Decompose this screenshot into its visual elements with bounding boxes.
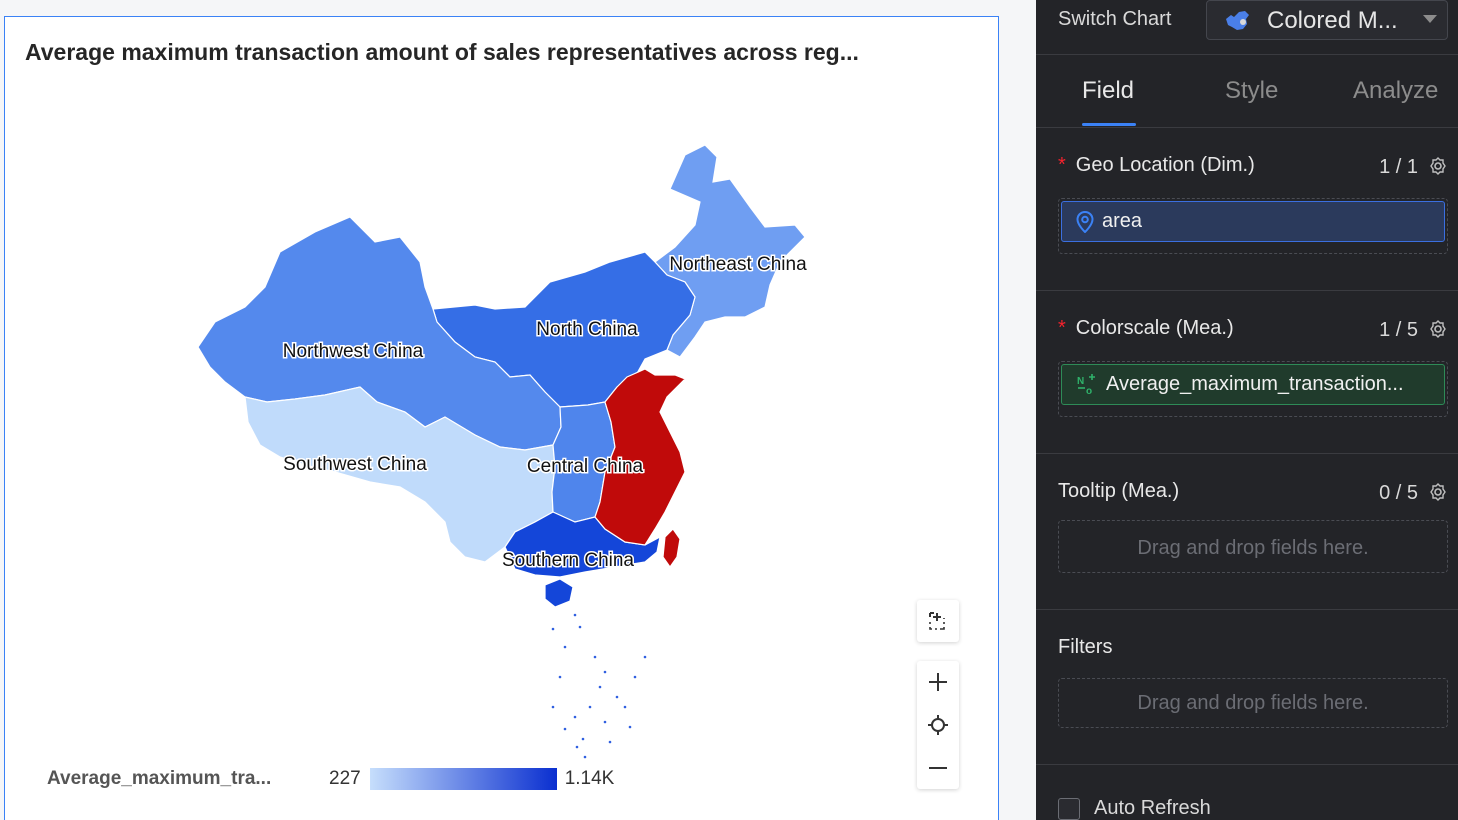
tooltip-title: Tooltip (Mea.) (1058, 480, 1180, 502)
active-tab-indicator (1082, 123, 1136, 126)
legend-max-label: 1.14K (564, 768, 615, 789)
island-dot (643, 655, 647, 659)
island-dot (593, 655, 597, 659)
island-dot (558, 675, 562, 679)
svg-text:N: N (1077, 376, 1084, 387)
region-label-southwest-china: Southwest China (283, 454, 427, 475)
panel-tabs: Field Style Analyze (1036, 55, 1458, 128)
zoom-in-icon[interactable] (917, 661, 959, 703)
colorscale-title: * Colorscale (Mea.) (1058, 317, 1234, 340)
switch-chart-row: Switch Chart Colored M... (1036, 0, 1458, 55)
switch-chart-label: Switch Chart (1058, 8, 1172, 30)
chart-type-value: Colored M... (1267, 7, 1398, 34)
region-label-north-china: North China (536, 319, 638, 340)
island-dot (633, 675, 637, 679)
gear-icon[interactable] (1428, 156, 1448, 181)
tooltip-dropzone[interactable]: Drag and drop fields here. (1058, 520, 1448, 573)
island-dot (551, 627, 555, 631)
svg-text:o: o (1086, 386, 1092, 396)
region-label-northwest-china: Northwest China (283, 341, 424, 362)
region-southern-china[interactable] (504, 511, 661, 578)
island-dot (623, 705, 627, 709)
filters-placeholder: Drag and drop fields here. (1137, 692, 1369, 714)
geo-field-pill[interactable]: area (1061, 201, 1445, 242)
region-hainan[interactable] (544, 578, 574, 608)
zoom-controls (917, 661, 959, 789)
color-legend: Average_maximum_tra... 227 1.14K (47, 765, 614, 793)
select-area-icon[interactable] (917, 600, 959, 642)
location-pin-icon (1076, 210, 1094, 233)
gear-icon[interactable] (1428, 319, 1448, 344)
island-dot (603, 720, 607, 724)
island-dot (615, 695, 619, 699)
island-dot (575, 745, 579, 749)
geo-location-count: 1 / 1 (1379, 156, 1418, 178)
required-mark: * (1058, 154, 1066, 176)
colorscale-count: 1 / 5 (1379, 319, 1418, 341)
tooltip-section: Tooltip (Mea.) 0 / 5 Drag and drop field… (1036, 454, 1458, 610)
chart-type-select[interactable]: Colored M... (1206, 0, 1448, 40)
region-east-china[interactable] (594, 368, 687, 546)
filters-section: Filters Drag and drop fields here. (1036, 610, 1458, 765)
tab-analyze[interactable]: Analyze (1353, 77, 1439, 104)
legend-min-label: 227 (329, 768, 361, 789)
select-area-control[interactable] (917, 600, 959, 642)
island-dot (563, 645, 567, 649)
geo-location-title: * Geo Location (Dim.) (1058, 154, 1255, 177)
china-map-icon (1223, 10, 1251, 37)
auto-refresh-label: Auto Refresh (1094, 797, 1211, 819)
region-label-central-china: Central China (527, 456, 644, 477)
china-region-map[interactable]: Northeast China North China Northwest Chin… (5, 17, 1000, 820)
chart-title: Average maximum transaction amount of sa… (25, 39, 859, 65)
island-dot (583, 755, 587, 759)
colorscale-field-name: Average_maximum_transaction... (1106, 373, 1404, 395)
geo-location-dropzone[interactable]: area (1058, 198, 1448, 254)
auto-refresh-checkbox[interactable] (1058, 797, 1080, 820)
island-dot (581, 737, 585, 741)
island-dot (628, 725, 632, 729)
region-taiwan[interactable] (662, 528, 681, 569)
tab-style[interactable]: Style (1225, 77, 1279, 104)
legend-gradient-bar[interactable] (369, 768, 557, 790)
legend-title: Average_maximum_tra... (47, 768, 272, 789)
gear-icon[interactable] (1428, 482, 1448, 507)
tooltip-count: 0 / 5 (1379, 482, 1418, 504)
tooltip-placeholder: Drag and drop fields here. (1137, 537, 1369, 559)
south-china-sea-islands (551, 613, 647, 759)
colorscale-label: Colorscale (Mea.) (1075, 317, 1234, 339)
region-label-southern-china: Southern China (502, 550, 634, 571)
geo-field-name: area (1102, 210, 1143, 232)
filters-title: Filters (1058, 636, 1113, 658)
geo-location-label: Geo Location (Dim.) (1075, 154, 1255, 176)
island-dot (603, 670, 607, 674)
island-dot (608, 740, 612, 744)
island-dot (578, 625, 582, 629)
tab-field[interactable]: Field (1082, 77, 1135, 104)
chevron-down-icon (1423, 15, 1437, 23)
required-mark: * (1058, 317, 1066, 339)
chart-card[interactable]: Average maximum transaction amount of sa… (4, 16, 999, 820)
island-dot (551, 705, 555, 709)
auto-refresh-row[interactable]: Auto Refresh (1058, 797, 1211, 820)
region-label-northeast-china: Northeast China (669, 254, 807, 275)
island-dot (573, 613, 577, 617)
island-dot (598, 685, 602, 689)
island-dot (563, 727, 567, 731)
geo-location-section: * Geo Location (Dim.) 1 / 1 area (1036, 128, 1458, 291)
zoom-out-icon[interactable] (917, 747, 959, 789)
config-panel: Switch Chart Colored M... Field Style An… (1036, 0, 1458, 820)
island-dot (573, 715, 577, 719)
island-dot (588, 705, 592, 709)
locate-icon[interactable] (917, 704, 959, 746)
filters-dropzone[interactable]: Drag and drop fields here. (1058, 678, 1448, 728)
